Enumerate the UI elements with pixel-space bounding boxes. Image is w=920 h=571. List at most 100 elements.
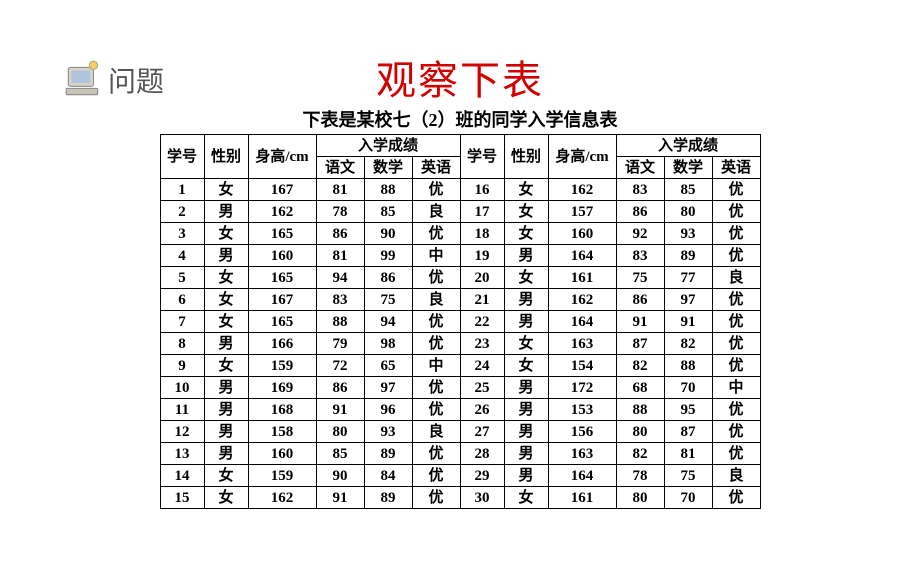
cell-sex: 女	[204, 267, 248, 289]
cell-en: 优	[712, 223, 760, 245]
cell-cn: 85	[316, 443, 364, 465]
cell-en: 中	[412, 245, 460, 267]
cell-cn: 94	[316, 267, 364, 289]
cell-en: 优	[712, 421, 760, 443]
cell-en: 优	[712, 245, 760, 267]
cell-sex: 男	[504, 311, 548, 333]
cell-sex: 男	[204, 245, 248, 267]
cell-ma: 93	[364, 421, 412, 443]
cell-cn: 91	[316, 487, 364, 509]
cell-id: 5	[160, 267, 204, 289]
cell-ma: 65	[364, 355, 412, 377]
cell-ma: 93	[664, 223, 712, 245]
cell-sex: 男	[504, 399, 548, 421]
cell-ht: 160	[548, 223, 616, 245]
cell-ma: 98	[364, 333, 412, 355]
col-sex-2: 性别	[504, 135, 548, 179]
cell-id: 26	[460, 399, 504, 421]
cell-id: 28	[460, 443, 504, 465]
cell-en: 良	[412, 421, 460, 443]
cell-cn: 79	[316, 333, 364, 355]
table-row: 11男1689196优26男1538895优	[160, 399, 760, 421]
header: 问题 观察下表	[0, 0, 920, 100]
cell-cn: 81	[316, 245, 364, 267]
cell-ht: 165	[248, 223, 316, 245]
cell-ma: 89	[364, 443, 412, 465]
cell-cn: 86	[616, 201, 664, 223]
cell-ma: 80	[664, 201, 712, 223]
cell-ht: 161	[548, 267, 616, 289]
cell-en: 优	[412, 487, 460, 509]
header-row-1: 学号 性别 身高/cm 入学成绩 学号 性别 身高/cm 入学成绩	[160, 135, 760, 157]
cell-sex: 男	[504, 289, 548, 311]
cell-ht: 162	[548, 289, 616, 311]
cell-id: 16	[460, 179, 504, 201]
cell-en: 优	[712, 201, 760, 223]
cell-ma: 84	[364, 465, 412, 487]
cell-ht: 165	[248, 267, 316, 289]
cell-ht: 168	[248, 399, 316, 421]
cell-sex: 女	[504, 267, 548, 289]
cell-ht: 160	[248, 245, 316, 267]
cell-id: 11	[160, 399, 204, 421]
cell-sex: 女	[504, 333, 548, 355]
cell-ht: 167	[248, 289, 316, 311]
cell-id: 2	[160, 201, 204, 223]
cell-id: 29	[460, 465, 504, 487]
col-id-2: 学号	[460, 135, 504, 179]
cell-id: 4	[160, 245, 204, 267]
cell-cn: 90	[316, 465, 364, 487]
col-height-2: 身高/cm	[548, 135, 616, 179]
cell-en: 良	[712, 267, 760, 289]
cell-ht: 162	[548, 179, 616, 201]
cell-sex: 男	[204, 421, 248, 443]
cell-id: 19	[460, 245, 504, 267]
cell-sex: 女	[504, 355, 548, 377]
table-row: 8男1667998优23女1638782优	[160, 333, 760, 355]
student-table: 学号 性别 身高/cm 入学成绩 学号 性别 身高/cm 入学成绩 语文 数学 …	[160, 134, 761, 509]
cell-cn: 82	[616, 443, 664, 465]
cell-cn: 91	[316, 399, 364, 421]
table-row: 4男1608199中19男1648389优	[160, 245, 760, 267]
page-title: 观察下表	[0, 48, 920, 106]
col-english: 英语	[412, 157, 460, 179]
cell-ht: 162	[248, 487, 316, 509]
cell-en: 优	[412, 333, 460, 355]
col-math: 数学	[364, 157, 412, 179]
cell-id: 14	[160, 465, 204, 487]
cell-id: 12	[160, 421, 204, 443]
cell-en: 优	[412, 399, 460, 421]
cell-sex: 男	[204, 443, 248, 465]
table-row: 1女1678188优16女1628385优	[160, 179, 760, 201]
cell-ma: 89	[364, 487, 412, 509]
cell-ht: 156	[548, 421, 616, 443]
cell-ma: 86	[364, 267, 412, 289]
cell-ma: 87	[664, 421, 712, 443]
cell-en: 优	[712, 311, 760, 333]
cell-cn: 83	[616, 179, 664, 201]
cell-ht: 162	[248, 201, 316, 223]
cell-ht: 169	[248, 377, 316, 399]
cell-ht: 164	[548, 311, 616, 333]
cell-en: 良	[712, 465, 760, 487]
cell-ht: 154	[548, 355, 616, 377]
cell-ma: 96	[364, 399, 412, 421]
cell-sex: 女	[204, 487, 248, 509]
cell-id: 23	[460, 333, 504, 355]
cell-sex: 男	[204, 201, 248, 223]
cell-ht: 160	[248, 443, 316, 465]
cell-ma: 85	[664, 179, 712, 201]
col-scores: 入学成绩	[316, 135, 460, 157]
cell-id: 7	[160, 311, 204, 333]
cell-cn: 92	[616, 223, 664, 245]
cell-id: 1	[160, 179, 204, 201]
cell-sex: 女	[204, 355, 248, 377]
cell-cn: 80	[616, 487, 664, 509]
cell-id: 30	[460, 487, 504, 509]
cell-ht: 158	[248, 421, 316, 443]
cell-sex: 女	[504, 201, 548, 223]
col-id: 学号	[160, 135, 204, 179]
cell-ma: 75	[664, 465, 712, 487]
cell-ht: 167	[248, 179, 316, 201]
table-row: 10男1698697优25男1726870中	[160, 377, 760, 399]
